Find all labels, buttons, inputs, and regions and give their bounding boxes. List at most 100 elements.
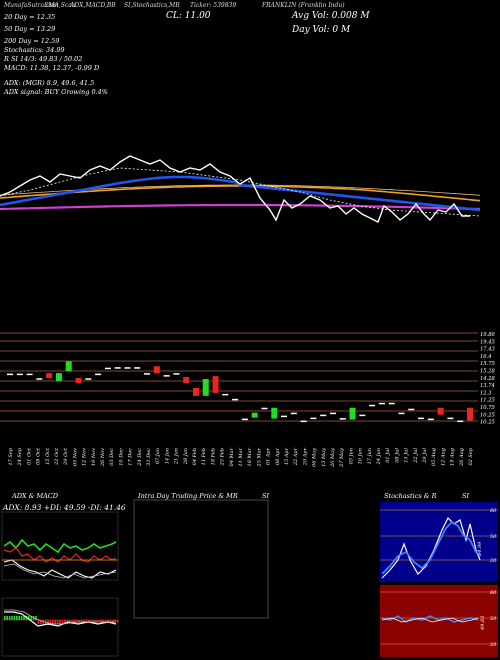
candle xyxy=(329,412,336,415)
macd-histogram-bar xyxy=(61,620,64,624)
si-line xyxy=(381,615,479,623)
candle xyxy=(251,412,258,418)
date-label: 24 Jun xyxy=(376,448,382,465)
macd-histogram-bar xyxy=(92,620,95,623)
ema50-label: 50 Day = 13.29 xyxy=(4,25,56,33)
date-label: 14 Jan xyxy=(164,448,170,464)
macd-histogram-bar xyxy=(59,620,61,624)
candle xyxy=(124,367,131,369)
macd-panel xyxy=(1,597,119,657)
header-company: FRANKLIN (Franklin Indu) xyxy=(262,2,345,9)
candle xyxy=(281,415,288,418)
stoch-d-line xyxy=(381,520,481,575)
date-label: 06 May xyxy=(312,448,318,467)
macd-histogram-bar xyxy=(6,616,8,620)
macd-histogram-bar xyxy=(30,616,32,620)
price-level-label: 19.45 xyxy=(480,339,495,345)
header-stoch: SI,Stochastics,MR xyxy=(124,2,180,9)
date-label: 18 Feb xyxy=(210,448,216,465)
header-ema: EMA,Scan xyxy=(44,2,76,9)
macd-histogram-bar xyxy=(100,620,102,623)
macd-histogram-bar xyxy=(35,616,37,620)
macd-histogram-bar xyxy=(4,616,6,620)
candle xyxy=(192,387,199,396)
adx-line xyxy=(3,559,117,579)
close-price: CL: 11.00 xyxy=(166,11,211,21)
candle xyxy=(65,361,72,372)
macd-histogram-bar xyxy=(11,616,13,620)
price-level-label: 19.86 xyxy=(480,332,496,338)
si-level-label: 80 xyxy=(490,590,497,596)
macd-histogram-bar xyxy=(116,620,119,623)
candle xyxy=(163,375,170,377)
candle xyxy=(173,373,180,375)
price-level-label: 17.43 xyxy=(480,347,496,353)
macd-histogram-bar xyxy=(54,620,56,624)
price-level-label: 15.75 xyxy=(480,361,495,367)
date-label: 01 Apr xyxy=(266,447,272,465)
macd-histogram-bar xyxy=(76,620,78,623)
price-level-label: 11.25 xyxy=(480,398,495,404)
candle xyxy=(300,420,307,423)
date-label: 29 Oct xyxy=(63,447,69,466)
close-line xyxy=(0,155,470,223)
plus-di-line xyxy=(3,538,117,554)
minus-di-line xyxy=(3,547,117,563)
stoch-level-label: 50 xyxy=(490,534,497,540)
macd-histogram-bar xyxy=(20,616,23,620)
macd-histogram-bar xyxy=(37,620,40,624)
date-label: 03 Dec xyxy=(109,448,115,466)
macd-histogram-bar xyxy=(109,620,112,623)
adx-panel-title: ADX & MACD xyxy=(12,492,58,500)
date-label: 12 Nov xyxy=(82,448,88,466)
macd-histogram-bar xyxy=(49,620,52,624)
date-label: 11 Mar xyxy=(238,447,244,466)
macd-histogram-bar xyxy=(104,620,107,623)
date-label: 29 Apr xyxy=(302,447,308,466)
date-label: 10 Jun xyxy=(358,448,364,464)
price-level-label: 12.3 xyxy=(480,390,492,396)
si-level-label: 20 xyxy=(489,642,497,648)
macd-histogram-bar xyxy=(88,620,90,623)
candle xyxy=(339,418,346,420)
date-label: 20 May xyxy=(330,448,336,468)
macd-histogram-bar xyxy=(80,620,83,623)
date-label: 08 Oct xyxy=(36,447,42,465)
date-label: 17 Dec xyxy=(128,448,134,466)
candle xyxy=(104,367,111,370)
date-label: 17 Jun xyxy=(367,448,373,464)
macd-histogram-bar xyxy=(56,620,59,624)
candle xyxy=(144,373,151,375)
candle xyxy=(46,373,53,379)
macd-histogram-bar xyxy=(52,620,54,624)
macd-histogram-bar xyxy=(64,620,66,624)
macd-histogram-bar xyxy=(13,616,16,620)
adx-values: ADX: 8.93 +DI: 49.59 -DI: 41.46 xyxy=(3,503,126,512)
macd-histogram-bar xyxy=(102,620,104,623)
si-signal-line xyxy=(381,617,479,623)
adx-line-2 xyxy=(3,563,117,579)
macd-histogram-bar xyxy=(114,620,116,623)
date-label: 31 Dec xyxy=(146,448,152,466)
candle xyxy=(75,378,82,384)
candle xyxy=(241,418,248,421)
macd-histogram-bar xyxy=(23,616,25,620)
adx-panel xyxy=(1,511,119,581)
stoch-panel-title: Stochastics & R xyxy=(384,492,437,500)
stoch-k-line xyxy=(381,516,481,579)
stoch-value-label: 34.99 xyxy=(477,541,483,556)
ema200-line xyxy=(0,203,481,211)
date-label: 28 Jan xyxy=(183,448,189,465)
candle xyxy=(378,402,385,405)
macd-histogram-bar xyxy=(107,620,109,623)
candle xyxy=(26,373,33,376)
macd-histogram-bar xyxy=(28,616,30,620)
date-label: 08 Jul xyxy=(394,448,400,463)
price-level-label: 10.25 xyxy=(480,420,495,426)
date-label: 03 Jun xyxy=(348,448,354,464)
candle xyxy=(153,366,160,374)
date-label: 21 Jan xyxy=(174,448,180,465)
date-label: 05 Aug xyxy=(431,448,437,466)
candle xyxy=(290,412,297,415)
